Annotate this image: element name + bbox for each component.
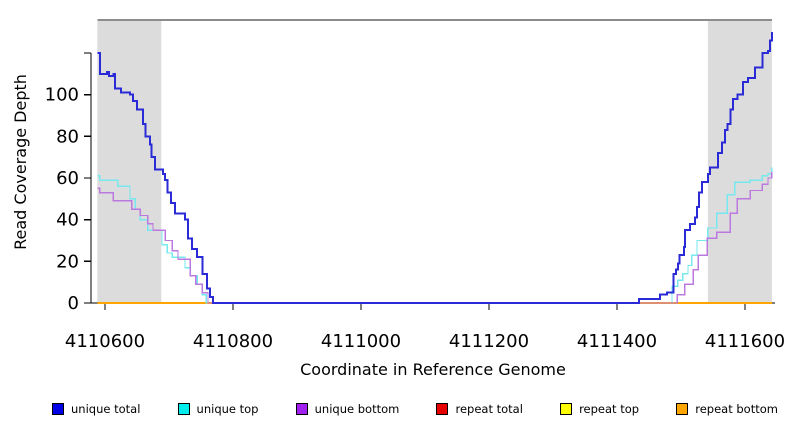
y-tick-label: 100 xyxy=(45,85,79,106)
x-tick-label: 4111400 xyxy=(577,331,657,352)
x-tick-label: 4110600 xyxy=(65,331,145,352)
series-lines xyxy=(97,32,773,304)
legend-swatch-unique-bottom xyxy=(295,403,308,415)
legend-label: unique bottom xyxy=(314,402,400,416)
series-line-unique-bottom xyxy=(97,171,773,304)
y-tick-label: 60 xyxy=(56,168,79,189)
y-axis-title: Read Coverage Depth xyxy=(11,74,30,250)
x-tick-label: 4111000 xyxy=(321,331,401,352)
axes: 0 20 40 60 80 100 4110600 4110800 4111000 4111200… xyxy=(45,52,785,352)
legend-swatch-unique-top xyxy=(177,403,190,415)
legend-label: repeat top xyxy=(579,402,640,416)
legend-label: unique top xyxy=(196,402,259,416)
left-shaded-region xyxy=(97,20,162,303)
legend-label: repeat total xyxy=(455,402,523,416)
legend-swatch-repeat-total xyxy=(436,403,449,415)
x-tick-label: 4110800 xyxy=(193,331,273,352)
legend-swatch-repeat-top xyxy=(560,403,573,415)
y-tick-label: 0 xyxy=(68,293,79,314)
legend-label: unique total xyxy=(71,402,141,416)
series-line-unique-total xyxy=(97,32,773,304)
y-tick-label: 20 xyxy=(56,251,79,272)
legend-swatch-repeat-bottom xyxy=(676,403,689,415)
legend-item-repeat-top: repeat top xyxy=(560,402,639,416)
legend-item-repeat-total: repeat total xyxy=(436,402,523,416)
x-tick-label: 4111200 xyxy=(449,331,529,352)
y-tick-label: 80 xyxy=(56,126,79,147)
legend-item-unique-top: unique top xyxy=(177,402,259,416)
series-line-unique-top xyxy=(97,167,773,304)
highlight-regions xyxy=(97,19,772,303)
legend-item-unique-bottom: unique bottom xyxy=(295,402,400,416)
legend: unique total unique top unique bottom repea… xyxy=(52,399,778,419)
legend-label: repeat bottom xyxy=(695,402,778,416)
x-axis-title: Coordinate in Reference Genome xyxy=(300,360,566,379)
legend-item-repeat-bottom: repeat bottom xyxy=(676,402,778,416)
legend-swatch-unique-total xyxy=(52,403,64,415)
x-tick-label: 4111600 xyxy=(705,331,785,352)
legend-item-unique-total: unique total xyxy=(52,402,140,416)
y-tick-label: 40 xyxy=(56,210,79,231)
